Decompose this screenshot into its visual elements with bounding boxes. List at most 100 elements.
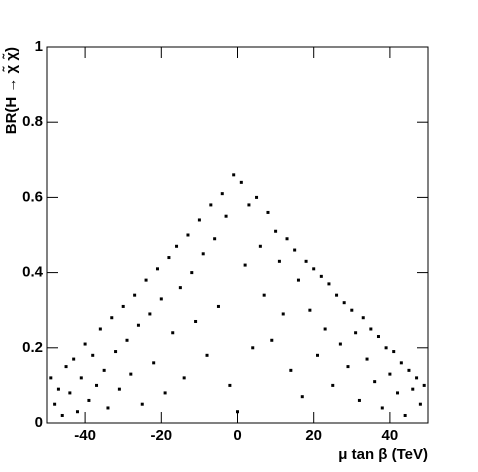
point <box>335 293 339 297</box>
point <box>361 316 365 320</box>
point <box>197 218 201 222</box>
point <box>373 380 377 384</box>
point <box>175 244 179 248</box>
point <box>415 376 419 380</box>
point <box>350 308 354 312</box>
point <box>357 398 361 402</box>
point <box>236 410 239 414</box>
point <box>331 383 335 387</box>
point <box>87 398 91 402</box>
point <box>255 195 259 199</box>
point <box>380 406 384 410</box>
y-tick-label: 0.2 <box>22 339 43 356</box>
point <box>121 304 125 308</box>
point <box>365 357 369 361</box>
point <box>49 376 53 380</box>
point <box>140 402 144 406</box>
point <box>399 361 403 365</box>
point <box>152 361 156 365</box>
point <box>418 402 422 406</box>
point <box>296 278 300 282</box>
point <box>53 402 57 406</box>
point <box>262 293 266 297</box>
point <box>312 267 316 271</box>
point <box>281 312 285 316</box>
point <box>243 263 247 267</box>
point <box>186 233 190 237</box>
point <box>411 387 415 391</box>
point <box>319 274 323 278</box>
y-tick-label: 0.8 <box>22 113 43 130</box>
point <box>316 353 320 357</box>
point <box>274 229 278 233</box>
point <box>56 387 60 391</box>
point <box>178 286 182 290</box>
point <box>148 312 152 316</box>
point <box>384 346 388 350</box>
point <box>60 413 64 417</box>
point <box>396 391 400 395</box>
point <box>129 372 133 376</box>
point <box>171 331 175 335</box>
point <box>224 214 228 218</box>
point <box>159 297 163 301</box>
point <box>75 410 79 414</box>
point <box>144 278 148 282</box>
point <box>106 406 110 410</box>
point <box>110 316 114 320</box>
point <box>182 376 186 380</box>
point <box>95 383 99 387</box>
x-tick-label: -40 <box>74 427 96 444</box>
point <box>232 173 236 177</box>
point <box>83 342 87 346</box>
point <box>277 259 281 263</box>
point <box>190 271 194 275</box>
point <box>289 368 293 372</box>
point <box>163 391 167 395</box>
point <box>369 327 373 331</box>
y-tick-label: 1 <box>35 38 43 55</box>
y-tick-label: 0.4 <box>22 264 44 281</box>
point <box>407 368 411 372</box>
point <box>213 237 217 241</box>
x-tick-label: 20 <box>305 427 322 444</box>
point <box>300 395 304 399</box>
point <box>388 372 392 376</box>
y-tick-label: 0.6 <box>22 188 43 205</box>
point <box>98 327 102 331</box>
point <box>376 335 380 339</box>
point <box>342 301 346 305</box>
point <box>239 180 243 184</box>
point <box>327 282 331 286</box>
point <box>338 342 342 346</box>
point <box>304 259 308 263</box>
point <box>323 327 327 331</box>
point <box>293 248 297 252</box>
point <box>68 391 72 395</box>
point <box>209 203 213 207</box>
point <box>194 319 198 323</box>
point <box>251 346 255 350</box>
point <box>354 331 358 335</box>
y-axis-label: BR(H → χ̃ χ̃) <box>2 47 20 134</box>
point <box>205 353 209 357</box>
point <box>220 192 224 196</box>
point <box>403 413 407 417</box>
point <box>346 365 350 369</box>
point <box>64 365 68 369</box>
point <box>270 338 274 342</box>
point <box>72 357 76 361</box>
point <box>228 383 232 387</box>
point <box>167 256 171 260</box>
x-tick-label: 0 <box>233 427 241 444</box>
point <box>201 252 205 256</box>
point <box>285 237 289 241</box>
point <box>102 368 106 372</box>
point <box>114 350 118 354</box>
point <box>258 244 262 248</box>
point <box>392 350 396 354</box>
point <box>308 308 312 312</box>
point <box>117 387 121 391</box>
